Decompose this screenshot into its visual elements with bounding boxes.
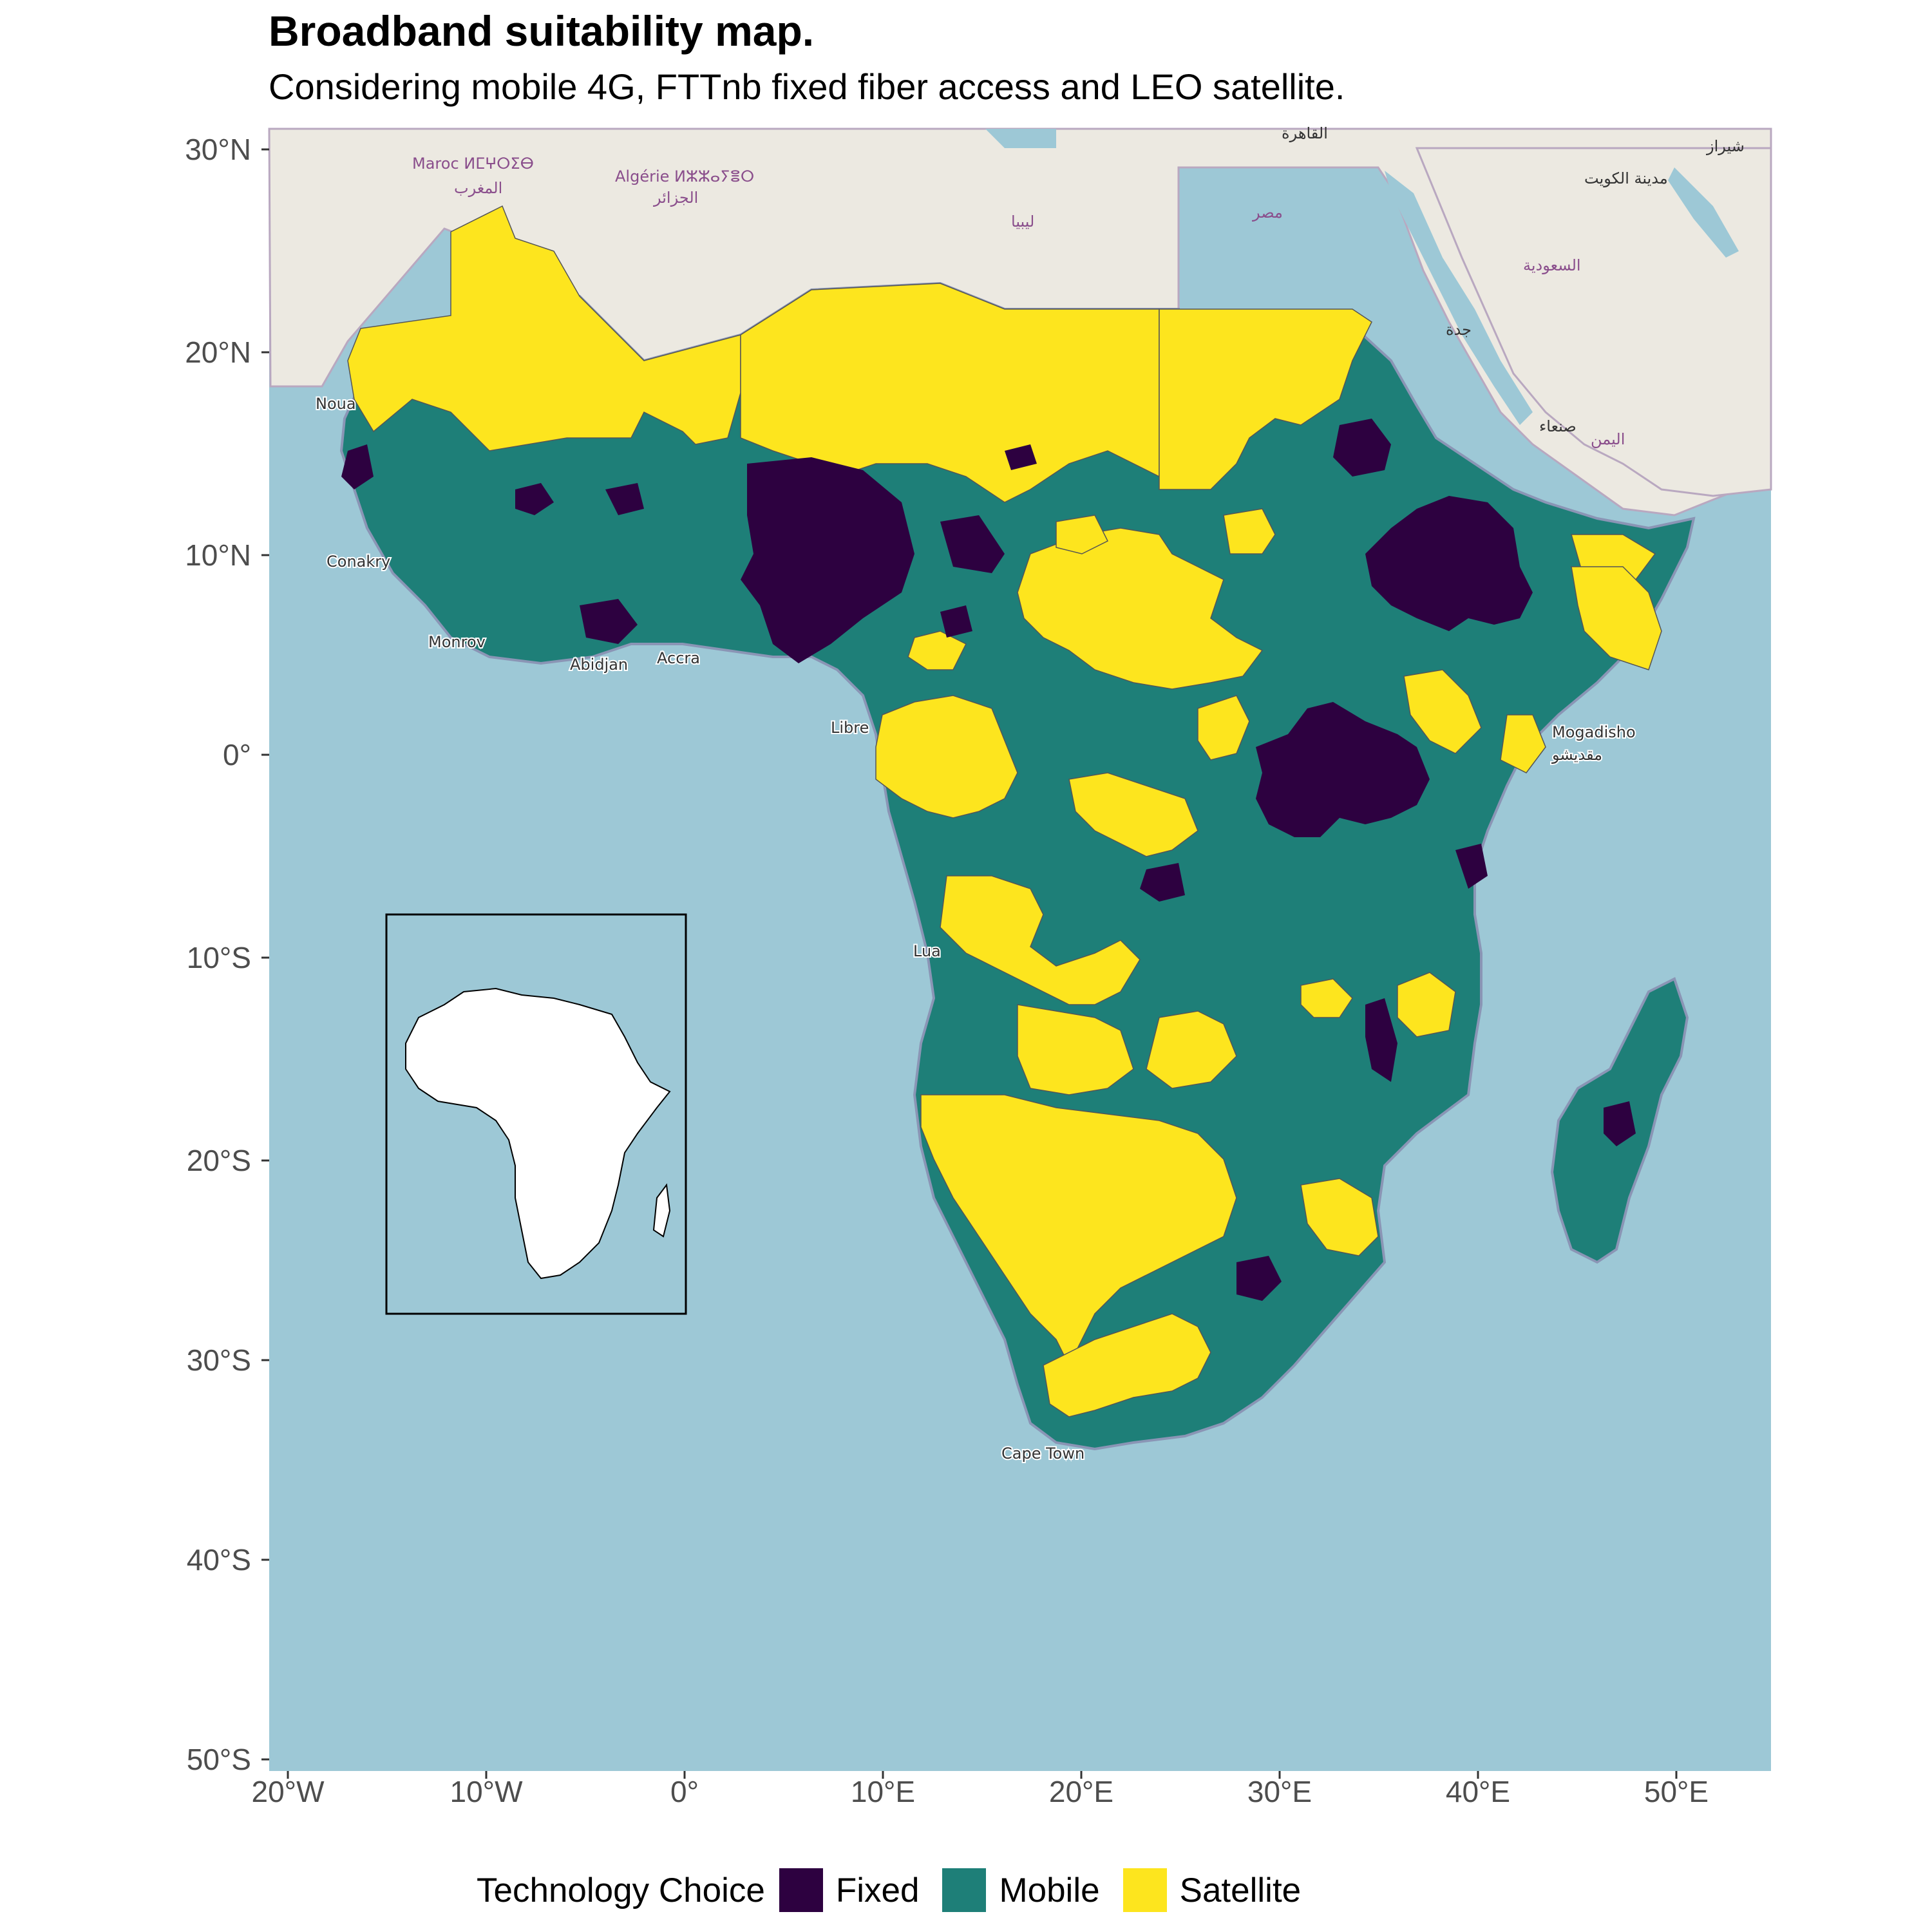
fixed-ghana	[580, 599, 638, 644]
x-tick-10e: 10°E	[850, 1775, 916, 1808]
inset-overview-map	[385, 913, 687, 1315]
fixed-mali	[515, 483, 554, 515]
fixed-sudan	[1333, 419, 1391, 477]
x-tick-20e: 20°E	[1048, 1775, 1114, 1808]
fixed-sudan-2	[1005, 444, 1037, 470]
legend-label-mobile: Mobile	[999, 1871, 1100, 1909]
satellite-gabon	[907, 630, 967, 670]
x-tick-20w: 20°W	[251, 1775, 325, 1808]
satellite-zambia	[1146, 1010, 1237, 1089]
y-tick-10n: 10°N	[185, 538, 251, 572]
satellite-central-african	[1017, 527, 1264, 690]
x-tick-0: 0°	[670, 1775, 699, 1808]
fixed-lakes-region	[1256, 702, 1430, 837]
y-tick-30n: 30°N	[185, 133, 251, 166]
y-tick-20n: 20°N	[185, 336, 251, 369]
y-tick-50s: 50°S	[186, 1743, 251, 1776]
chart-title: Broadband suitability map.	[269, 7, 815, 55]
fixed-burkina	[605, 483, 644, 515]
fixed-cameroon	[940, 605, 972, 638]
fixed-nigeria-north	[741, 457, 914, 663]
satellite-kenya-north	[1403, 669, 1482, 754]
madagascar-fixed	[1604, 1101, 1636, 1146]
satellite-drc-east	[1197, 695, 1250, 761]
satellite-mozambique-south	[1300, 1178, 1379, 1256]
satellite-namibia-botswana	[920, 1094, 1237, 1367]
y-tick-30s: 30°S	[186, 1343, 251, 1377]
satellite-somalia-south	[1500, 714, 1546, 773]
fixed-malawi	[1365, 998, 1397, 1082]
y-tick-20s: 20°S	[186, 1144, 251, 1177]
satellite-libya-chad	[1159, 308, 1372, 490]
fixed-drc-central	[1140, 863, 1185, 902]
satellite-congo-west	[875, 695, 1018, 819]
y-tick-40s: 40°S	[186, 1543, 251, 1577]
fixed-ethiopia	[1365, 496, 1533, 631]
legend: Technology Choice Fixed Mobile Satellite	[477, 1864, 1324, 1916]
fixed-south-africa	[1236, 1256, 1282, 1301]
satellite-tanzania-south	[1397, 972, 1456, 1037]
legend-label-fixed: Fixed	[835, 1871, 920, 1909]
legend-label-satellite: Satellite	[1179, 1871, 1302, 1909]
legend-key-mobile	[942, 1868, 987, 1912]
satellite-angola-north	[940, 875, 1141, 1005]
satellite-drc-north	[1068, 772, 1198, 857]
legend-key-fixed	[779, 1868, 823, 1912]
satellite-angola-south	[1017, 1004, 1134, 1095]
x-tick-10w: 10°W	[450, 1775, 523, 1808]
fixed-senegal-coast	[341, 444, 374, 489]
x-tick-40e: 40°E	[1445, 1775, 1511, 1808]
y-tick-0: 0°	[223, 738, 251, 772]
satellite-sudan-islands	[1056, 515, 1109, 554]
satellite-somalia	[1571, 566, 1662, 670]
satellite-mauritania-mali	[347, 205, 741, 451]
y-tick-10s: 10°S	[186, 941, 251, 974]
fixed-nigeria-east	[940, 515, 1005, 573]
legend-key-satellite	[1122, 1868, 1167, 1912]
fixed-east-africa-coast	[1455, 844, 1488, 889]
x-tick-50e: 50°E	[1643, 1775, 1709, 1808]
satellite-mozambique-north	[1300, 978, 1353, 1018]
satellite-sudan-east	[1223, 508, 1276, 554]
legend-title: Technology Choice	[477, 1871, 765, 1909]
chart-subtitle: Considering mobile 4G, FTTnb fixed fiber…	[269, 66, 1345, 107]
basemap-land	[268, 128, 1772, 516]
satellite-regions	[347, 205, 1662, 1417]
axis-ticks	[261, 148, 1678, 1779]
x-tick-30e: 30°E	[1247, 1775, 1312, 1808]
satellite-south-africa-west	[1043, 1313, 1211, 1417]
